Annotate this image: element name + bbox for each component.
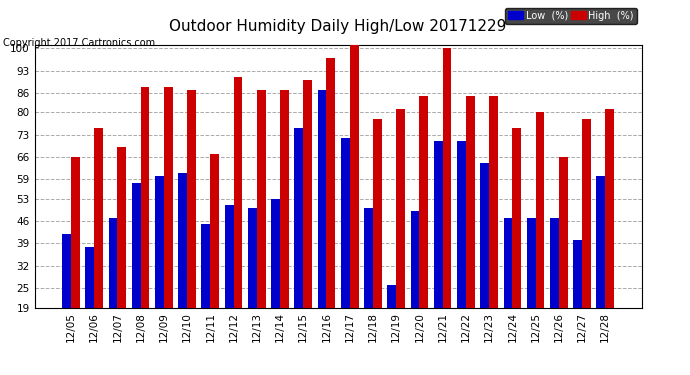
Bar — [86, 247, 94, 308]
Bar — [550, 218, 559, 308]
Bar — [164, 87, 172, 308]
Bar — [489, 96, 498, 308]
Bar — [434, 141, 443, 308]
Bar — [504, 218, 513, 308]
Bar — [387, 285, 396, 308]
Bar — [94, 128, 103, 308]
Bar — [535, 112, 544, 308]
Title: Outdoor Humidity Daily High/Low 20171229: Outdoor Humidity Daily High/Low 20171229 — [170, 20, 506, 34]
Bar — [364, 208, 373, 308]
Bar — [396, 109, 405, 307]
Bar — [411, 211, 420, 308]
Bar — [573, 240, 582, 308]
Bar — [341, 138, 350, 308]
Bar — [225, 205, 233, 308]
Bar — [132, 183, 141, 308]
Bar — [117, 147, 126, 308]
Bar — [559, 157, 568, 308]
Bar — [62, 234, 71, 308]
Bar — [155, 176, 164, 308]
Legend: Low  (%), High  (%): Low (%), High (%) — [505, 8, 637, 24]
Bar — [257, 90, 266, 308]
Bar — [350, 45, 359, 308]
Bar — [326, 58, 335, 308]
Bar — [233, 77, 242, 308]
Bar — [280, 90, 289, 308]
Bar — [248, 208, 257, 308]
Bar — [582, 118, 591, 308]
Bar — [271, 199, 280, 308]
Bar — [210, 154, 219, 308]
Bar — [596, 176, 605, 308]
Bar — [108, 218, 117, 308]
Bar — [443, 48, 451, 308]
Bar — [303, 80, 312, 308]
Bar — [373, 118, 382, 308]
Bar — [420, 96, 428, 308]
Bar — [201, 224, 210, 308]
Bar — [466, 96, 475, 308]
Bar — [295, 128, 303, 308]
Bar — [457, 141, 466, 308]
Bar — [141, 87, 150, 308]
Bar — [526, 218, 535, 308]
Bar — [480, 164, 489, 308]
Bar — [178, 173, 187, 308]
Bar — [187, 90, 196, 308]
Text: Copyright 2017 Cartronics.com: Copyright 2017 Cartronics.com — [3, 38, 155, 48]
Bar — [71, 157, 80, 308]
Bar — [317, 90, 326, 308]
Bar — [605, 109, 614, 307]
Bar — [513, 128, 521, 308]
